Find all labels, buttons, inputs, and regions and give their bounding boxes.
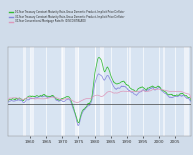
Bar bbox=[184, 46, 189, 136]
Bar bbox=[163, 46, 165, 136]
Legend: 10-Year Treasury Constant Maturity Rate-Gross Domestic Product, Implicit Price D: 10-Year Treasury Constant Maturity Rate-… bbox=[9, 10, 124, 24]
Bar bbox=[95, 46, 96, 136]
Bar bbox=[100, 46, 104, 136]
Bar bbox=[61, 46, 65, 136]
Bar bbox=[129, 46, 131, 136]
Bar bbox=[31, 46, 34, 136]
Bar bbox=[23, 46, 26, 136]
Bar bbox=[75, 46, 79, 136]
